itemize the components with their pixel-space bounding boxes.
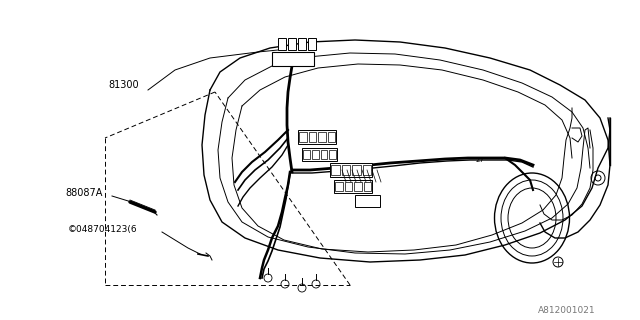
FancyBboxPatch shape — [298, 130, 336, 144]
FancyBboxPatch shape — [342, 165, 350, 175]
FancyBboxPatch shape — [328, 132, 335, 142]
FancyBboxPatch shape — [355, 195, 380, 207]
FancyBboxPatch shape — [298, 38, 306, 50]
Text: 81300: 81300 — [108, 80, 139, 90]
Text: A812001021: A812001021 — [538, 306, 596, 315]
FancyBboxPatch shape — [329, 150, 336, 159]
Text: 27: 27 — [476, 157, 485, 163]
FancyBboxPatch shape — [299, 132, 307, 142]
FancyBboxPatch shape — [334, 180, 372, 193]
FancyBboxPatch shape — [272, 52, 314, 66]
FancyBboxPatch shape — [278, 38, 286, 50]
Text: ©048704123(6: ©048704123(6 — [68, 225, 138, 234]
FancyBboxPatch shape — [330, 163, 372, 177]
FancyBboxPatch shape — [302, 148, 337, 161]
FancyBboxPatch shape — [303, 150, 310, 159]
FancyBboxPatch shape — [364, 182, 371, 191]
FancyBboxPatch shape — [354, 182, 362, 191]
FancyBboxPatch shape — [318, 132, 326, 142]
FancyBboxPatch shape — [331, 165, 339, 175]
Text: 88087A: 88087A — [65, 188, 102, 198]
FancyBboxPatch shape — [344, 182, 352, 191]
FancyBboxPatch shape — [308, 38, 316, 50]
FancyBboxPatch shape — [352, 165, 360, 175]
FancyBboxPatch shape — [362, 165, 371, 175]
FancyBboxPatch shape — [308, 132, 316, 142]
FancyBboxPatch shape — [312, 150, 319, 159]
FancyBboxPatch shape — [335, 182, 342, 191]
FancyBboxPatch shape — [288, 38, 296, 50]
FancyBboxPatch shape — [321, 150, 327, 159]
